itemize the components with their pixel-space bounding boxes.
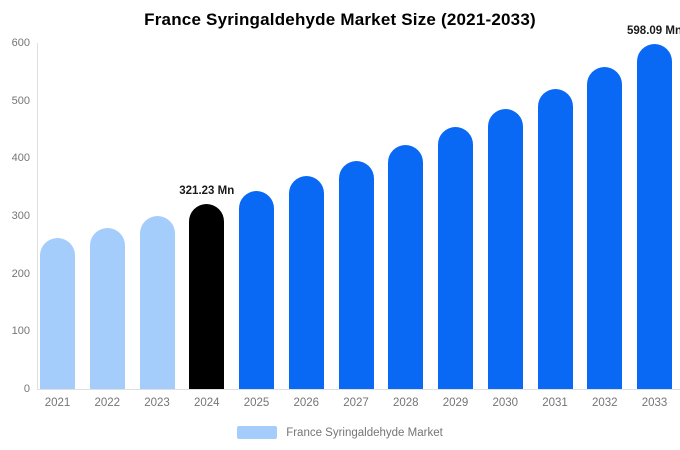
- y-tick-label: 400: [11, 152, 30, 165]
- bar-column-2025: [239, 190, 274, 389]
- bar-2025[interactable]: [239, 190, 274, 389]
- y-tick-label: 100: [11, 325, 30, 338]
- bar-2026[interactable]: [288, 176, 324, 389]
- bar-column-2022: [89, 227, 125, 389]
- y-axis-line: [37, 43, 38, 389]
- x-tick-label-2031: 2031: [542, 397, 568, 409]
- x-tick-label-2033: 2033: [641, 397, 668, 409]
- bar-2029[interactable]: [438, 127, 473, 389]
- x-tick-label-2028: 2028: [392, 397, 419, 409]
- legend-swatch: [237, 426, 278, 439]
- bar-2031[interactable]: [537, 88, 573, 389]
- x-tick-label-2022: 2022: [94, 397, 121, 409]
- y-tick-label: 200: [11, 267, 30, 280]
- x-tick-label-2032: 2032: [591, 397, 618, 409]
- bar-column-2027: [338, 161, 374, 389]
- x-axis-line: [37, 389, 680, 390]
- bar-column-2032: [587, 67, 623, 389]
- y-tick-label: 600: [11, 37, 30, 49]
- bar-column-2021: [40, 238, 75, 389]
- bar-2030[interactable]: [487, 108, 523, 389]
- legend-label: France Syringaldehyde Market: [286, 426, 443, 439]
- bar-2024[interactable]: [189, 203, 225, 389]
- chart-title: France Syringaldehyde Market Size (2021-…: [144, 10, 536, 29]
- bar-2027[interactable]: [338, 161, 374, 389]
- bar-2023[interactable]: [139, 216, 175, 389]
- y-tick-label: 500: [11, 94, 30, 107]
- bar-2022[interactable]: [89, 227, 125, 389]
- bar-2032[interactable]: [587, 67, 623, 389]
- bar-column-2023: [139, 216, 175, 389]
- x-axis-tick-labels: 2021 2022 2023 2024 2025 2026 2027 2028 2029 2030…: [40, 397, 672, 409]
- y-tick-label: 300: [11, 210, 30, 222]
- legend: France Syringaldehyde Market: [0, 426, 680, 439]
- bar-2028[interactable]: [388, 144, 424, 389]
- bar-column-2024: 321.23 Mn: [179, 185, 234, 389]
- bar-column-2028: [388, 144, 424, 389]
- x-tick-label-2025: 2025: [243, 397, 270, 409]
- bar-value-label-2033: 598.09 Mn: [627, 25, 680, 38]
- bar-column-2033: 598.09 Mn: [627, 25, 680, 389]
- bar-value-label-2024: 321.23 Mn: [179, 184, 235, 197]
- bar-2021[interactable]: [40, 238, 75, 389]
- bar-column-2026: [288, 176, 324, 389]
- x-tick-label-2029: 2029: [442, 397, 469, 409]
- legend-item[interactable]: France Syringaldehyde Market: [237, 426, 443, 439]
- bar-series: 321.23 Mn 598.09 Mn: [40, 25, 680, 389]
- x-tick-label-2024: 2024: [193, 397, 220, 409]
- bar-column-2030: [487, 108, 523, 389]
- x-tick-label-2021: 2021: [44, 397, 71, 409]
- x-tick-label-2023: 2023: [144, 397, 170, 409]
- bar-column-2029: [438, 127, 473, 389]
- bar-column-2031: [537, 88, 573, 389]
- y-tick-label: 0: [23, 383, 30, 395]
- x-tick-label-2030: 2030: [492, 397, 519, 409]
- x-tick-label-2026: 2026: [293, 397, 320, 409]
- bar-2033[interactable]: [637, 44, 672, 389]
- x-tick-label-2027: 2027: [343, 397, 369, 409]
